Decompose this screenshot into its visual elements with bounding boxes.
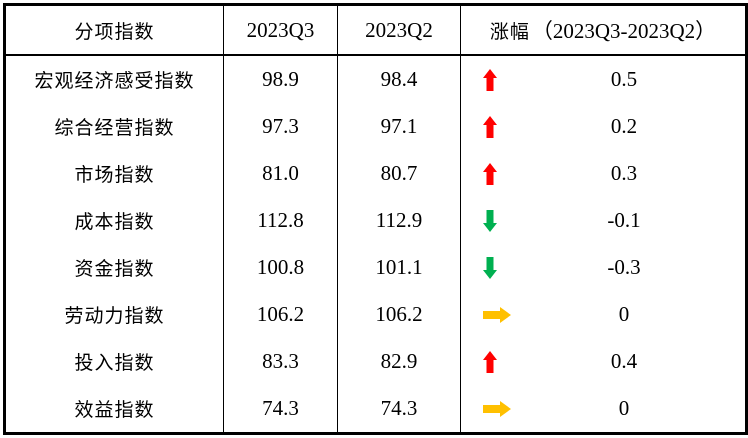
change-value: 0 xyxy=(618,302,630,326)
right-arrow-icon xyxy=(483,306,513,323)
row-q2-value: 112.9 xyxy=(338,197,461,244)
change-value: 0 xyxy=(618,396,630,420)
header-change-range: （2023Q3-2023Q2） xyxy=(531,19,717,43)
row-change-cell: 0.2 xyxy=(461,103,745,150)
row-q2-value: 74.3 xyxy=(338,385,461,432)
change-value: 0.3 xyxy=(610,161,638,185)
row-q2-value: 80.7 xyxy=(338,150,461,197)
header-change-prefix: 涨幅 xyxy=(489,21,530,43)
row-change-cell: 0.5 xyxy=(461,56,745,103)
row-change-cell: 0 xyxy=(461,291,745,338)
row-q3-value: 112.8 xyxy=(224,197,338,244)
row-change-cell: -0.1 xyxy=(461,197,745,244)
row-q2-value: 82.9 xyxy=(338,338,461,385)
header-cell-2023q2: 2023Q2 xyxy=(338,6,461,56)
row-label: 投入指数 xyxy=(6,338,224,385)
row-q3-value: 98.9 xyxy=(224,56,338,103)
row-label: 宏观经济感受指数 xyxy=(6,56,224,103)
row-label: 效益指数 xyxy=(6,385,224,432)
change-value: 0.5 xyxy=(610,67,638,91)
row-change-cell: -0.3 xyxy=(461,244,745,291)
right-arrow-icon xyxy=(483,400,513,417)
row-label: 综合经营指数 xyxy=(6,103,224,150)
header-cell-2023q3: 2023Q3 xyxy=(224,6,338,56)
row-change-cell: 0.4 xyxy=(461,338,745,385)
row-q3-value: 83.3 xyxy=(224,338,338,385)
down-arrow-icon xyxy=(483,209,513,232)
row-label: 成本指数 xyxy=(6,197,224,244)
row-q3-value: 74.3 xyxy=(224,385,338,432)
change-value: 0.4 xyxy=(610,349,638,373)
row-change-cell: 0.3 xyxy=(461,150,745,197)
row-label: 资金指数 xyxy=(6,244,224,291)
row-change-cell: 0 xyxy=(461,385,745,432)
change-value: -0.1 xyxy=(607,208,641,232)
row-label: 市场指数 xyxy=(6,150,224,197)
header-cell-change: 涨幅 （2023Q3-2023Q2） xyxy=(461,6,745,56)
row-q3-value: 81.0 xyxy=(224,150,338,197)
row-q3-value: 106.2 xyxy=(224,291,338,338)
row-q3-value: 97.3 xyxy=(224,103,338,150)
down-arrow-icon xyxy=(483,256,513,279)
up-arrow-icon xyxy=(483,162,513,185)
up-arrow-icon xyxy=(483,350,513,373)
up-arrow-icon xyxy=(483,115,513,138)
change-value: -0.3 xyxy=(607,255,641,279)
row-q2-value: 97.1 xyxy=(338,103,461,150)
header-cell-category: 分项指数 xyxy=(6,6,224,56)
row-q2-value: 101.1 xyxy=(338,244,461,291)
index-table: 分项指数 2023Q3 2023Q2 涨幅 （2023Q3-2023Q2） 宏观经… xyxy=(3,3,748,435)
row-q2-value: 98.4 xyxy=(338,56,461,103)
row-q2-value: 106.2 xyxy=(338,291,461,338)
row-q3-value: 100.8 xyxy=(224,244,338,291)
change-value: 0.2 xyxy=(610,114,638,138)
row-label: 劳动力指数 xyxy=(6,291,224,338)
up-arrow-icon xyxy=(483,68,513,91)
